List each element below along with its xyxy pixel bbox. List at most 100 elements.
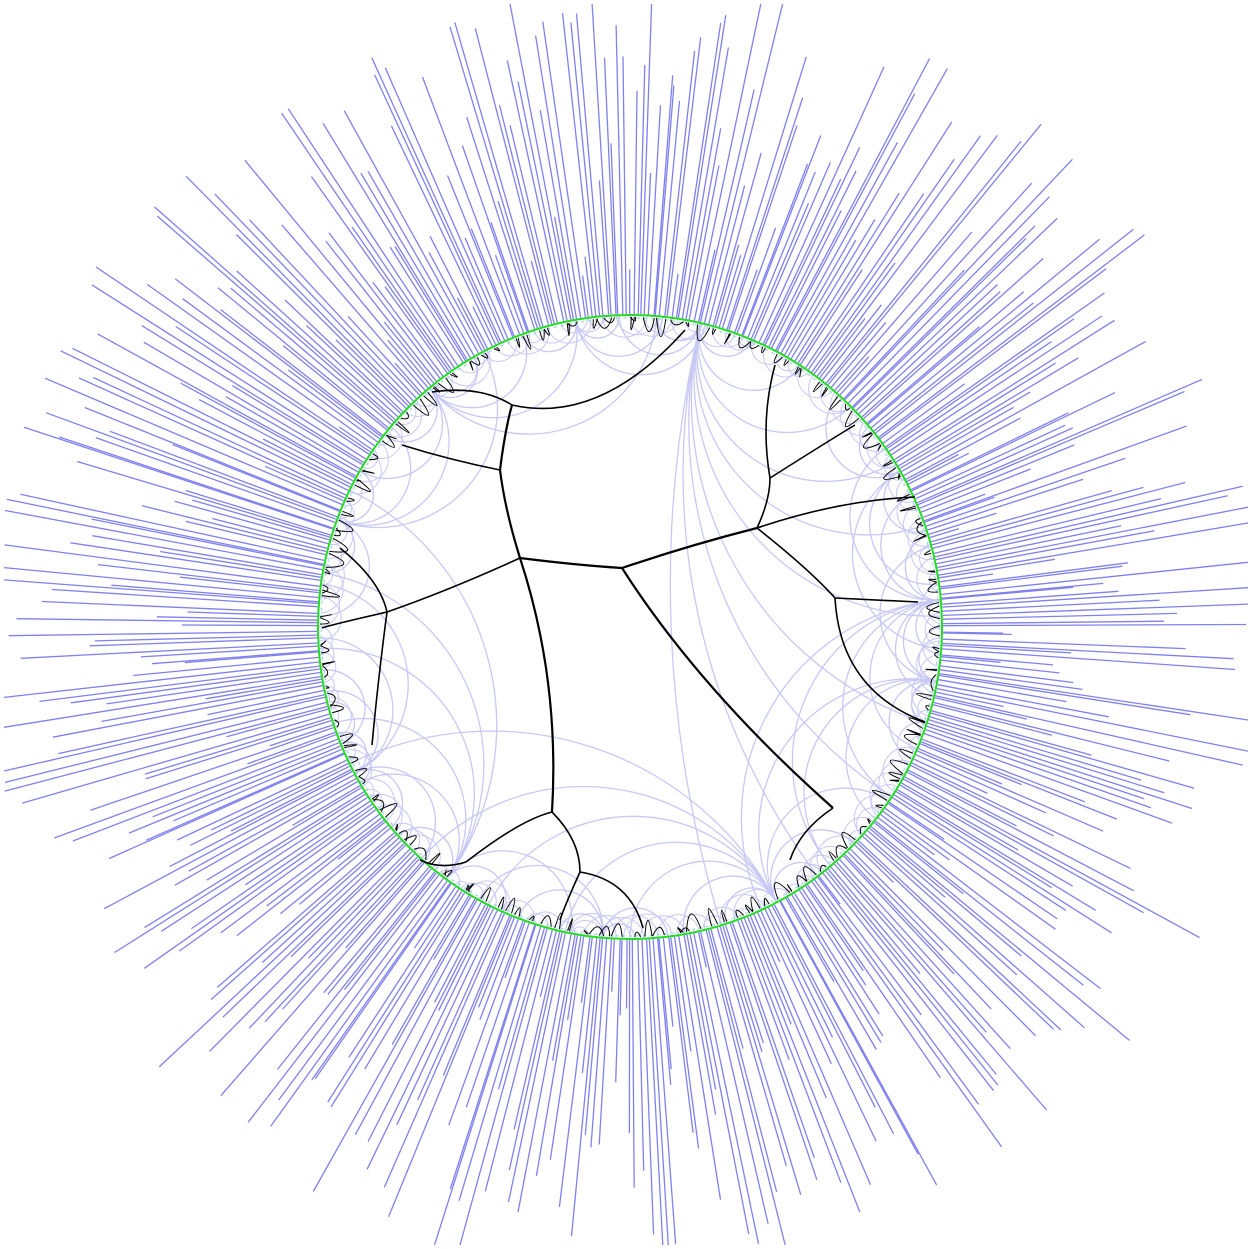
tree-branch	[413, 847, 427, 861]
spike	[509, 3, 572, 320]
spike	[779, 901, 919, 1155]
spike	[886, 318, 1075, 450]
geodesic-arc	[803, 678, 938, 867]
geodesic-arc	[879, 545, 938, 682]
spike	[598, 180, 610, 315]
spike	[211, 762, 349, 831]
spike	[76, 460, 331, 538]
spike	[70, 668, 320, 704]
tree-edge	[431, 389, 513, 406]
tree-branch	[630, 316, 637, 322]
spike	[942, 632, 1012, 636]
spike	[643, 172, 652, 315]
geodesic-arc	[414, 382, 440, 407]
spike	[494, 254, 525, 333]
spike	[6, 498, 324, 565]
spike	[154, 206, 396, 421]
geodesic-arc	[336, 387, 450, 527]
spike	[918, 748, 1003, 785]
spike	[880, 813, 935, 856]
tree-branch	[610, 923, 623, 937]
spike	[839, 858, 1011, 1050]
spike	[539, 110, 578, 319]
spike	[784, 68, 948, 356]
tree-branch	[724, 333, 732, 345]
spike	[417, 912, 503, 1101]
geodesic-arc	[546, 317, 592, 344]
spike	[875, 228, 1134, 434]
spike	[262, 438, 352, 485]
spike	[830, 321, 887, 388]
tree-branch	[423, 391, 438, 407]
geodesic-arc	[808, 374, 851, 415]
spike	[942, 644, 1072, 654]
spike	[93, 376, 347, 496]
spike	[806, 884, 941, 1078]
spike	[681, 47, 730, 319]
geodesic-arc	[772, 861, 823, 903]
spike	[615, 25, 624, 315]
spike	[22, 713, 330, 804]
spike	[685, 128, 722, 320]
spike	[645, 939, 664, 1246]
spike	[917, 390, 1185, 506]
geodesic-arc	[849, 411, 883, 448]
geodesic-arc	[325, 515, 354, 559]
spike	[718, 255, 742, 328]
geodesic-arc	[770, 829, 855, 903]
spike	[908, 452, 970, 485]
tree-branch	[321, 589, 341, 598]
spike	[904, 776, 1200, 939]
spike	[497, 927, 546, 1090]
tree-branch	[469, 361, 474, 371]
tree-branch	[685, 321, 690, 327]
spike	[225, 396, 359, 473]
spike	[188, 778, 357, 872]
spike	[249, 219, 417, 399]
spike	[337, 821, 386, 860]
spike	[938, 522, 1249, 576]
spike	[910, 412, 1069, 491]
spike	[928, 719, 1165, 794]
spike	[461, 145, 528, 332]
tree-branch	[679, 927, 690, 934]
spike	[897, 789, 1097, 911]
tree-branch	[358, 776, 366, 785]
geodesic-arc	[438, 869, 461, 888]
geodesic-arc	[385, 399, 423, 438]
geodesic-arc	[602, 923, 637, 940]
spike	[384, 286, 448, 374]
spike	[46, 412, 337, 520]
tree-branch	[812, 381, 823, 393]
geodesic-arc	[325, 696, 352, 738]
spike	[97, 333, 357, 477]
spike	[175, 325, 370, 455]
geodesic-arc	[910, 530, 938, 576]
geodesic-arc	[858, 421, 887, 453]
geodesic-arc	[336, 426, 412, 525]
spike	[174, 780, 359, 886]
spike	[915, 427, 1074, 500]
spike	[749, 915, 827, 1099]
spike	[20, 493, 325, 562]
spike	[20, 642, 318, 659]
tree-edge	[518, 557, 555, 813]
spike	[509, 125, 558, 323]
geodesic-arc	[478, 865, 604, 938]
spike	[248, 853, 415, 1029]
spike	[103, 774, 355, 910]
spike	[833, 863, 1048, 1111]
spike	[664, 50, 696, 317]
geodesic-arc	[499, 899, 535, 924]
geodesic-arc	[336, 351, 499, 529]
geodesic-arc	[533, 320, 572, 344]
geodesic-arc	[868, 470, 940, 585]
tree-branch	[656, 318, 667, 338]
spike	[671, 273, 679, 317]
geodesic-arc	[719, 894, 766, 926]
spike	[128, 745, 341, 834]
spike	[160, 796, 368, 932]
spike	[236, 270, 399, 418]
spike	[931, 710, 1092, 756]
spike	[864, 833, 1085, 1029]
